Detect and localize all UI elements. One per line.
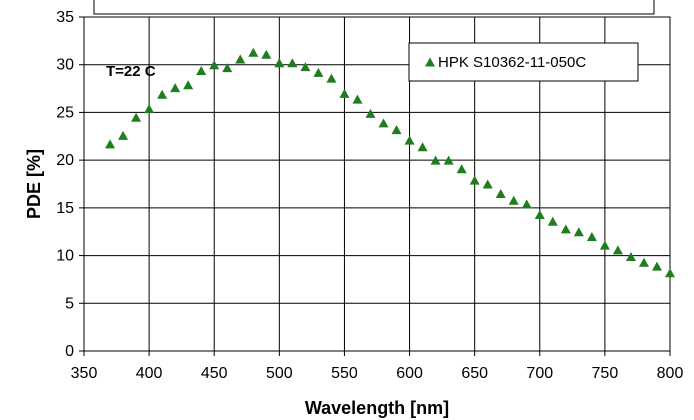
data-point	[378, 118, 389, 128]
x-tick-label: 400	[136, 365, 163, 382]
x-tick-label: 700	[526, 365, 553, 382]
y-tick-label: 35	[56, 9, 74, 26]
data-point	[665, 268, 675, 278]
x-tick-label: 350	[71, 365, 98, 382]
data-point	[443, 155, 454, 165]
data-point	[157, 89, 168, 99]
data-point	[482, 179, 493, 189]
data-point	[469, 175, 480, 185]
data-point	[560, 224, 571, 234]
data-point	[586, 231, 597, 241]
data-point	[235, 54, 246, 64]
data-points	[105, 47, 675, 278]
legend-marker-triangle-icon	[425, 57, 435, 67]
data-point	[222, 63, 233, 73]
data-point	[365, 108, 376, 118]
x-tick-label: 600	[396, 365, 423, 382]
data-point	[170, 83, 181, 93]
y-tick-label: 10	[56, 248, 74, 265]
annotation-temperature: T=22 C	[106, 63, 156, 80]
y-tick-label: 25	[56, 104, 74, 121]
y-tick-label: 15	[56, 200, 74, 217]
data-point	[261, 49, 272, 59]
legend-box	[408, 42, 639, 82]
y-tick-label: 5	[65, 295, 74, 312]
legend: HPK S10362-11-050C	[408, 42, 639, 82]
y-axis-title: PDE [%]	[24, 149, 44, 219]
x-tick-label: 550	[331, 365, 358, 382]
x-tick-label: 650	[461, 365, 488, 382]
data-point	[274, 58, 285, 68]
x-tick-label: 750	[592, 365, 619, 382]
data-point	[547, 216, 558, 226]
data-point	[534, 210, 545, 220]
data-point	[638, 257, 649, 267]
data-point	[573, 227, 584, 237]
y-tick-label: 0	[65, 343, 74, 360]
y-tick-labels: 0 5 10 15 20 25 30 35	[56, 9, 74, 360]
x-tick-labels: 350 400 450 500 550 600 650 700 750 800	[71, 365, 684, 382]
data-point	[313, 67, 324, 77]
data-point	[612, 245, 623, 255]
title-box	[93, 0, 655, 15]
data-point	[430, 155, 441, 165]
data-point	[456, 164, 467, 174]
data-point	[508, 195, 519, 205]
data-point	[118, 130, 129, 140]
x-tick-label: 500	[266, 365, 293, 382]
x-tick-label: 450	[201, 365, 228, 382]
data-point	[599, 240, 610, 250]
data-point	[248, 47, 259, 57]
x-tick-label: 800	[657, 365, 684, 382]
grid	[79, 16, 671, 356]
data-point	[352, 94, 363, 104]
data-point	[391, 125, 402, 135]
data-point	[651, 261, 662, 271]
data-point	[209, 60, 220, 70]
data-point	[183, 80, 194, 90]
data-point	[196, 65, 207, 75]
data-point	[625, 252, 636, 262]
data-point	[417, 142, 428, 152]
y-tick-label: 20	[56, 152, 74, 169]
data-point	[287, 58, 298, 68]
data-point	[105, 139, 116, 149]
data-point	[339, 88, 350, 98]
data-point	[404, 135, 415, 145]
data-point	[326, 73, 337, 83]
data-point	[131, 112, 142, 122]
y-tick-label: 30	[56, 57, 74, 74]
data-point	[521, 199, 532, 209]
x-axis-title: Wavelength [nm]	[305, 398, 449, 418]
data-point	[300, 62, 311, 72]
data-point	[144, 104, 155, 114]
legend-label: HPK S10362-11-050C	[438, 54, 586, 71]
data-point	[495, 189, 506, 199]
